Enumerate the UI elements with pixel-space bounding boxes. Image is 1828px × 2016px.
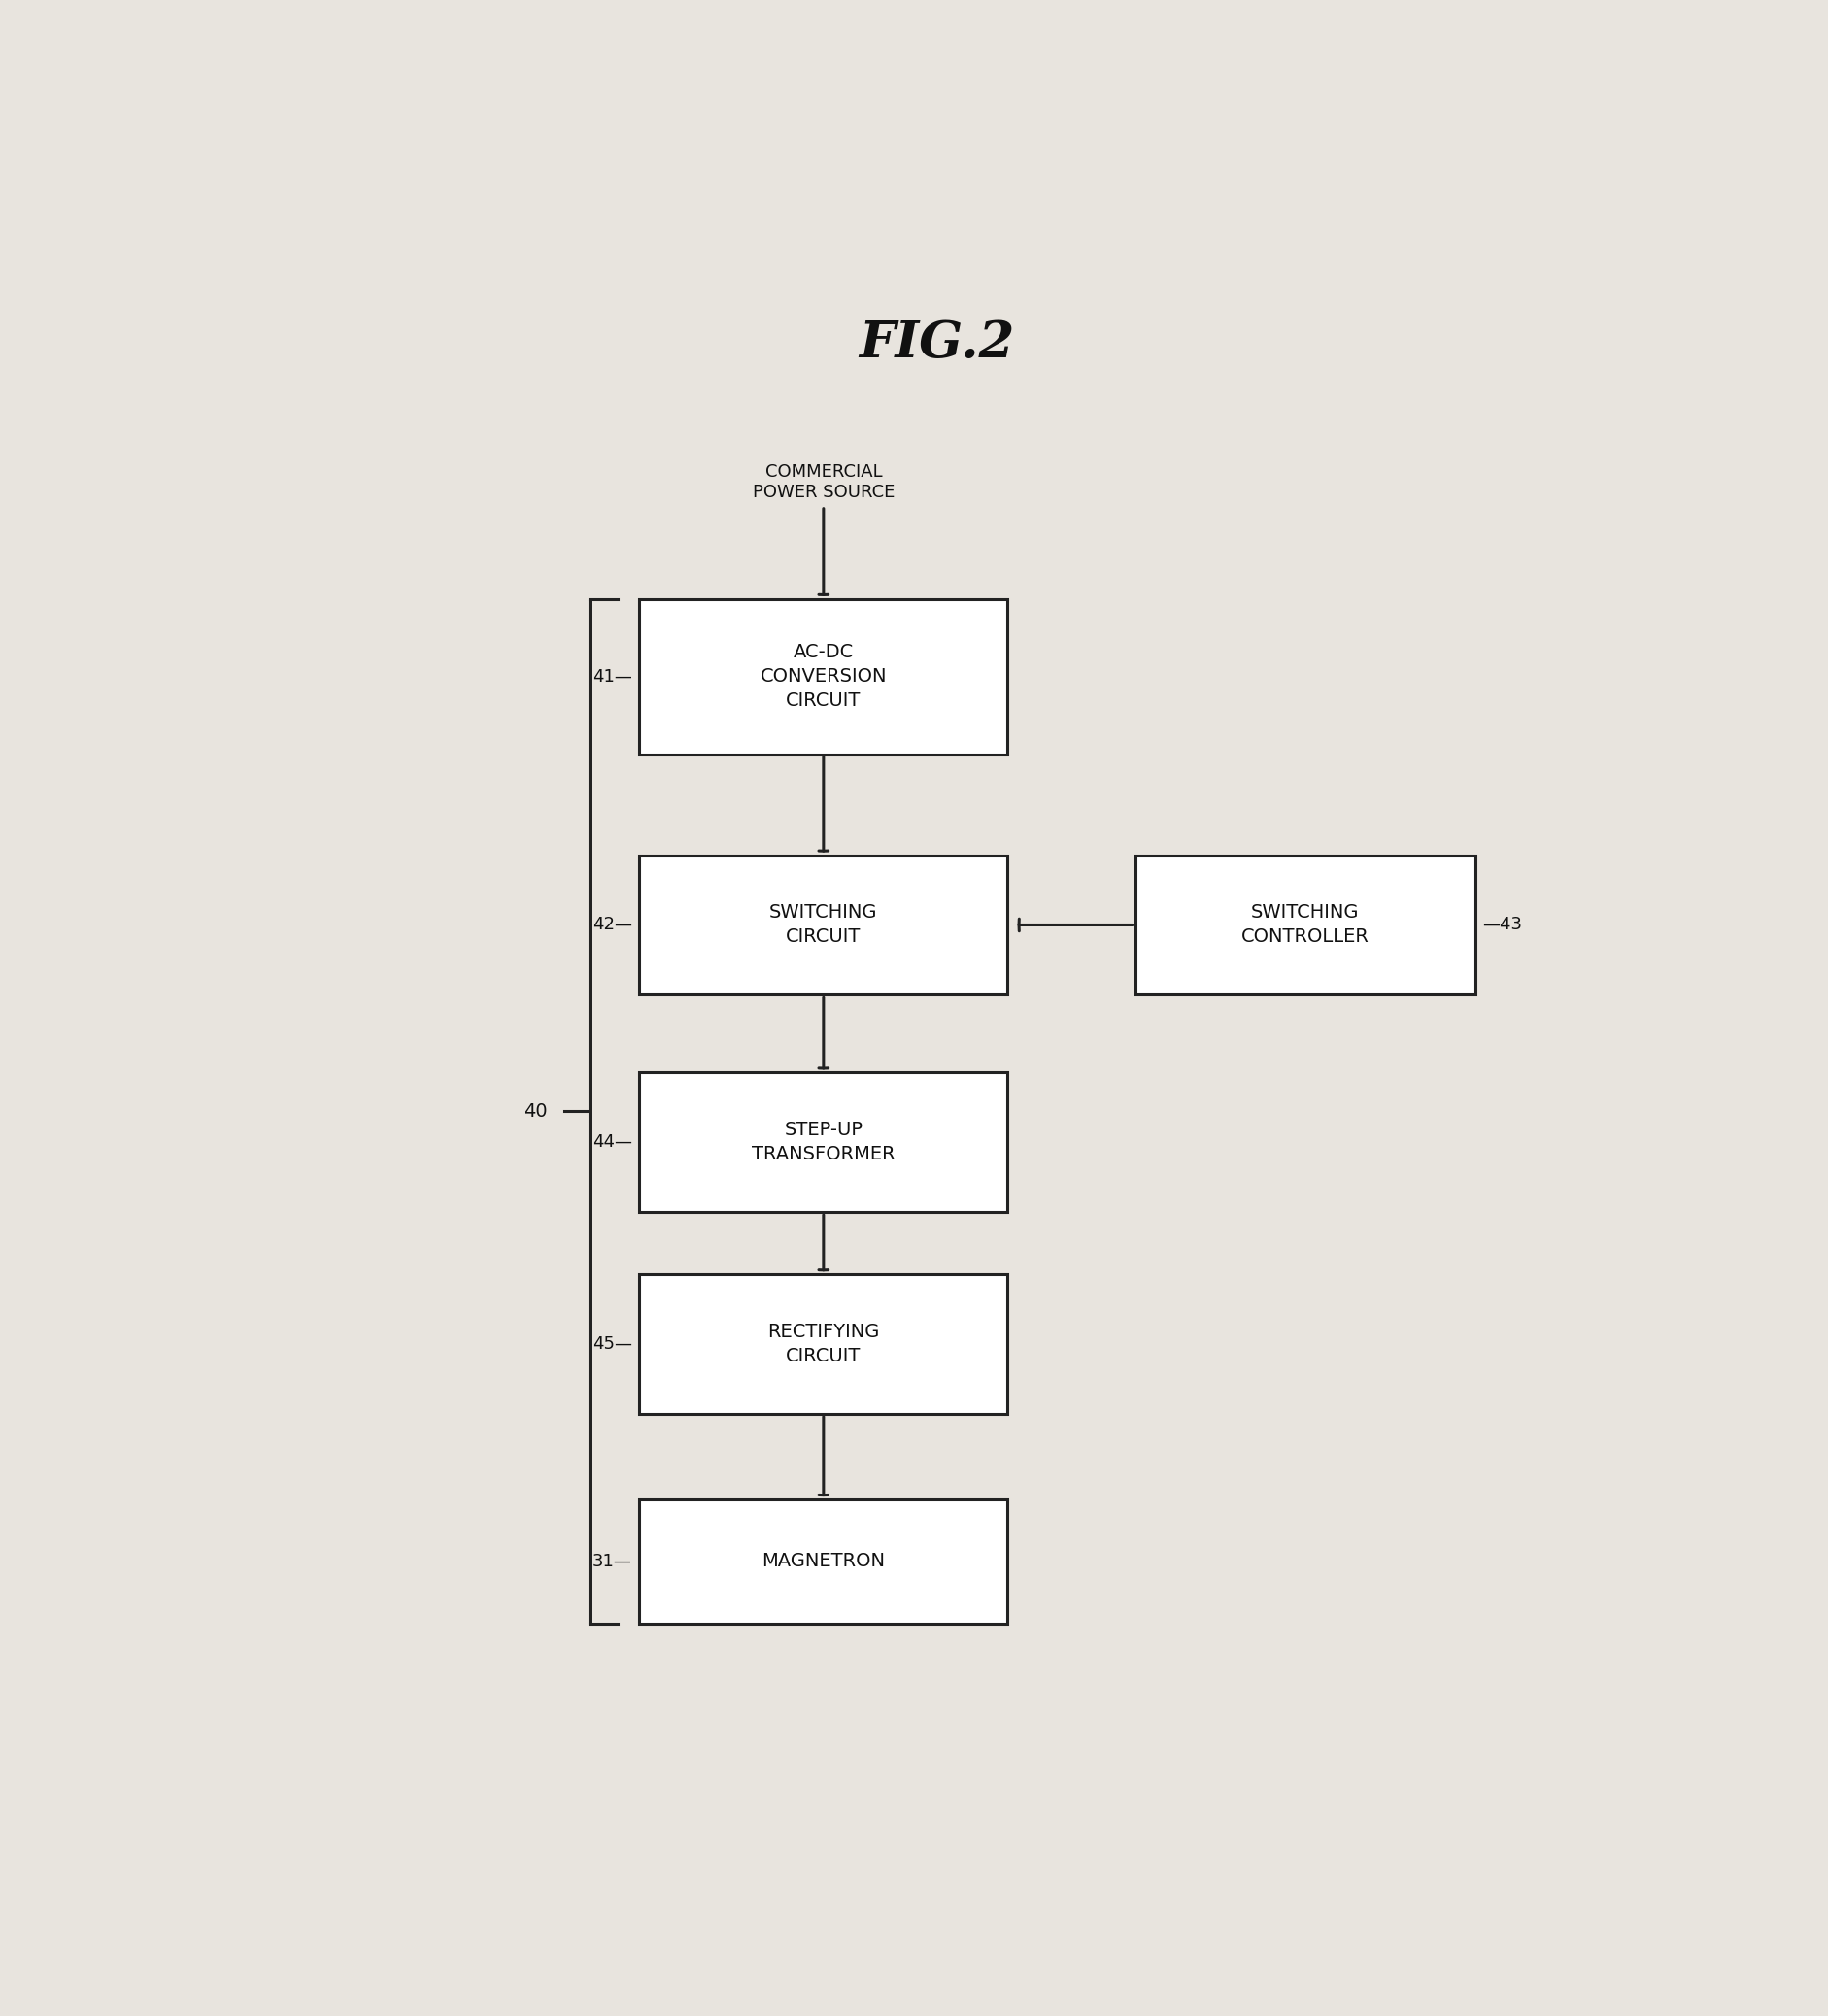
- Text: COMMERCIAL
POWER SOURCE: COMMERCIAL POWER SOURCE: [753, 464, 894, 502]
- Text: 31—: 31—: [592, 1552, 632, 1570]
- Text: —43: —43: [1483, 915, 1523, 933]
- Text: SWITCHING
CIRCUIT: SWITCHING CIRCUIT: [770, 903, 877, 946]
- Text: 40: 40: [523, 1103, 547, 1121]
- FancyBboxPatch shape: [640, 1274, 1007, 1413]
- Text: SWITCHING
CONTROLLER: SWITCHING CONTROLLER: [1241, 903, 1369, 946]
- Text: RECTIFYING
CIRCUIT: RECTIFYING CIRCUIT: [768, 1322, 879, 1365]
- FancyBboxPatch shape: [1135, 855, 1475, 994]
- FancyBboxPatch shape: [640, 1500, 1007, 1623]
- Text: MAGNETRON: MAGNETRON: [762, 1552, 885, 1570]
- Text: 42—: 42—: [592, 915, 632, 933]
- FancyBboxPatch shape: [640, 855, 1007, 994]
- Text: 44—: 44—: [592, 1133, 632, 1151]
- Text: 41—: 41—: [592, 667, 632, 685]
- Text: 45—: 45—: [592, 1335, 632, 1353]
- Text: STEP-UP
TRANSFORMER: STEP-UP TRANSFORMER: [751, 1121, 896, 1163]
- FancyBboxPatch shape: [640, 599, 1007, 754]
- Text: AC-DC
CONVERSION
CIRCUIT: AC-DC CONVERSION CIRCUIT: [760, 643, 887, 710]
- Text: FIG.2: FIG.2: [859, 319, 1015, 367]
- FancyBboxPatch shape: [640, 1073, 1007, 1212]
